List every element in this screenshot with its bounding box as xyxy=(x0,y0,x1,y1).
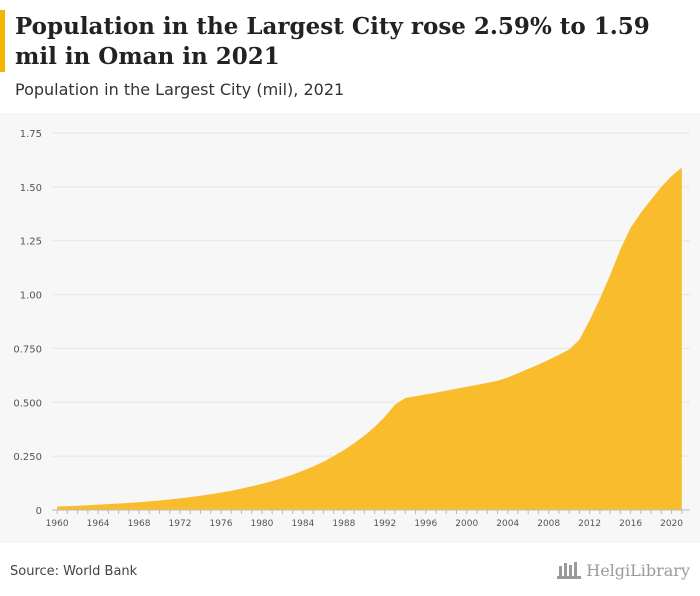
x-tick-label: 1988 xyxy=(332,519,355,529)
y-tick-label: 1.00 xyxy=(20,291,42,302)
chart-subtitle: Population in the Largest City (mil), 20… xyxy=(15,80,345,99)
gridlines xyxy=(52,132,690,457)
x-tick-label: 1976 xyxy=(210,519,233,529)
x-tick-label: 1960 xyxy=(46,519,69,529)
x-tick-label: 2016 xyxy=(619,519,642,529)
logo-text: HelgiLibrary xyxy=(586,560,690,580)
x-tick-label: 1996 xyxy=(414,519,437,529)
library-building-icon xyxy=(557,562,582,579)
title-accent-bar xyxy=(0,10,5,72)
chart-panel: 0 0.250 0.500 0.750 1.00 1.25 1.50 1.75 1960 1964… xyxy=(0,113,700,543)
x-tick-label: 1972 xyxy=(169,519,192,529)
x-tick-label: 2012 xyxy=(578,519,601,529)
axes: 0 0.250 0.500 0.750 1.00 1.25 1.50 1.75 1960 1964… xyxy=(13,129,690,529)
x-tick-label: 2000 xyxy=(455,519,478,529)
x-tick-label: 1984 xyxy=(291,519,314,529)
source-note: Source: World Bank xyxy=(10,564,138,579)
y-tick-label: 0 xyxy=(36,506,42,517)
y-tick-label: 1.75 xyxy=(20,129,42,140)
y-tick-label: 0.750 xyxy=(13,344,42,355)
x-tick-label: 1964 xyxy=(87,519,110,529)
x-tick-label: 2008 xyxy=(537,519,560,529)
x-tick-label: 1992 xyxy=(373,519,396,529)
y-tick-label: 1.50 xyxy=(20,183,42,194)
y-tick-label: 0.500 xyxy=(13,398,42,409)
x-tick-label: 2020 xyxy=(660,519,683,529)
area-series xyxy=(57,167,682,510)
area-chart: 0 0.250 0.500 0.750 1.00 1.25 1.50 1.75 1960 1964… xyxy=(13,129,690,529)
y-tick-label: 1.25 xyxy=(20,237,42,248)
y-tick-label: 0.250 xyxy=(13,452,42,463)
x-tick-label: 2004 xyxy=(496,519,519,529)
helgi-library-logo: HelgiLibrary xyxy=(556,560,690,580)
series-area xyxy=(57,167,682,510)
x-tick-label: 1980 xyxy=(250,519,273,529)
chart-title: Population in the Largest City rose 2.59… xyxy=(15,13,650,70)
x-tick-label: 1968 xyxy=(128,519,151,529)
